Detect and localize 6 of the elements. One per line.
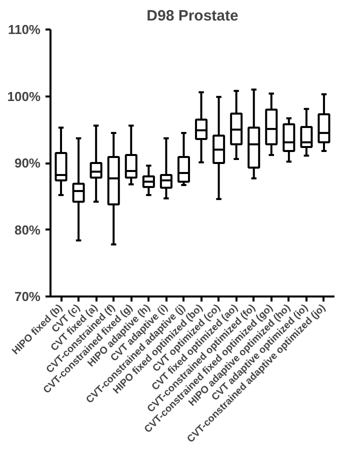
chart-title: D98 Prostate (146, 8, 238, 24)
y-tick-label: 90% (14, 156, 41, 170)
y-tick-label: 80% (14, 222, 41, 238)
y-tick-label: 70% (14, 289, 41, 304)
y-tick-label: 110% (8, 22, 41, 37)
y-tick-label: 100% (7, 88, 41, 104)
